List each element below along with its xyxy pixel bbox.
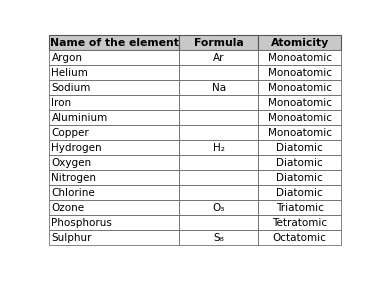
- Bar: [179, 155, 258, 170]
- Text: Na: Na: [211, 83, 226, 93]
- Bar: [179, 80, 258, 95]
- Text: Atomicity: Atomicity: [271, 38, 329, 48]
- Text: Monoatomic: Monoatomic: [268, 128, 332, 138]
- Text: Formula: Formula: [194, 38, 243, 48]
- Bar: [179, 200, 258, 215]
- Text: O₃: O₃: [213, 203, 225, 213]
- Bar: [179, 125, 258, 140]
- Bar: [179, 215, 258, 230]
- Bar: [49, 140, 179, 155]
- Bar: [49, 185, 179, 200]
- Bar: [49, 170, 179, 185]
- Text: Iron: Iron: [51, 98, 72, 108]
- Bar: [258, 65, 341, 80]
- Bar: [258, 95, 341, 110]
- Bar: [49, 95, 179, 110]
- Text: Monoatomic: Monoatomic: [268, 113, 332, 123]
- Text: Diatomic: Diatomic: [276, 188, 323, 198]
- Bar: [258, 140, 341, 155]
- Bar: [179, 110, 258, 125]
- Bar: [258, 155, 341, 170]
- Text: Helium: Helium: [51, 68, 88, 78]
- Bar: [49, 50, 179, 65]
- Bar: [49, 65, 179, 80]
- Text: Copper: Copper: [51, 128, 89, 138]
- Text: Hydrogen: Hydrogen: [51, 143, 102, 153]
- Bar: [179, 170, 258, 185]
- Bar: [179, 35, 258, 50]
- Bar: [49, 35, 179, 50]
- Bar: [258, 110, 341, 125]
- Bar: [179, 230, 258, 245]
- Text: Name of the element: Name of the element: [50, 38, 179, 48]
- Text: Argon: Argon: [51, 53, 82, 63]
- Text: Sulphur: Sulphur: [51, 233, 92, 243]
- Bar: [258, 125, 341, 140]
- Text: H₂: H₂: [213, 143, 224, 153]
- Bar: [49, 125, 179, 140]
- Text: Nitrogen: Nitrogen: [51, 173, 96, 183]
- Text: Sodium: Sodium: [51, 83, 91, 93]
- Text: Tetratomic: Tetratomic: [272, 218, 327, 228]
- Text: Diatomic: Diatomic: [276, 173, 323, 183]
- Text: Phosphorus: Phosphorus: [51, 218, 112, 228]
- Text: Diatomic: Diatomic: [276, 158, 323, 168]
- Text: S₈: S₈: [213, 233, 224, 243]
- Text: Monoatomic: Monoatomic: [268, 83, 332, 93]
- Bar: [179, 95, 258, 110]
- Bar: [49, 110, 179, 125]
- Bar: [258, 170, 341, 185]
- Text: Triatomic: Triatomic: [276, 203, 324, 213]
- Bar: [258, 215, 341, 230]
- Text: Octatomic: Octatomic: [273, 233, 327, 243]
- Bar: [179, 185, 258, 200]
- Bar: [179, 65, 258, 80]
- Bar: [258, 200, 341, 215]
- Bar: [49, 155, 179, 170]
- Bar: [258, 80, 341, 95]
- Bar: [179, 140, 258, 155]
- Bar: [258, 50, 341, 65]
- Text: Chlorine: Chlorine: [51, 188, 95, 198]
- Bar: [49, 200, 179, 215]
- Text: Oxygen: Oxygen: [51, 158, 91, 168]
- Bar: [49, 80, 179, 95]
- Bar: [258, 35, 341, 50]
- Bar: [258, 230, 341, 245]
- Text: Monoatomic: Monoatomic: [268, 68, 332, 78]
- Bar: [258, 185, 341, 200]
- Text: Aluminium: Aluminium: [51, 113, 108, 123]
- Text: Ar: Ar: [213, 53, 224, 63]
- Text: Monoatomic: Monoatomic: [268, 98, 332, 108]
- Bar: [179, 50, 258, 65]
- Text: Ozone: Ozone: [51, 203, 85, 213]
- Text: Diatomic: Diatomic: [276, 143, 323, 153]
- Bar: [49, 215, 179, 230]
- Text: Monoatomic: Monoatomic: [268, 53, 332, 63]
- Bar: [49, 230, 179, 245]
